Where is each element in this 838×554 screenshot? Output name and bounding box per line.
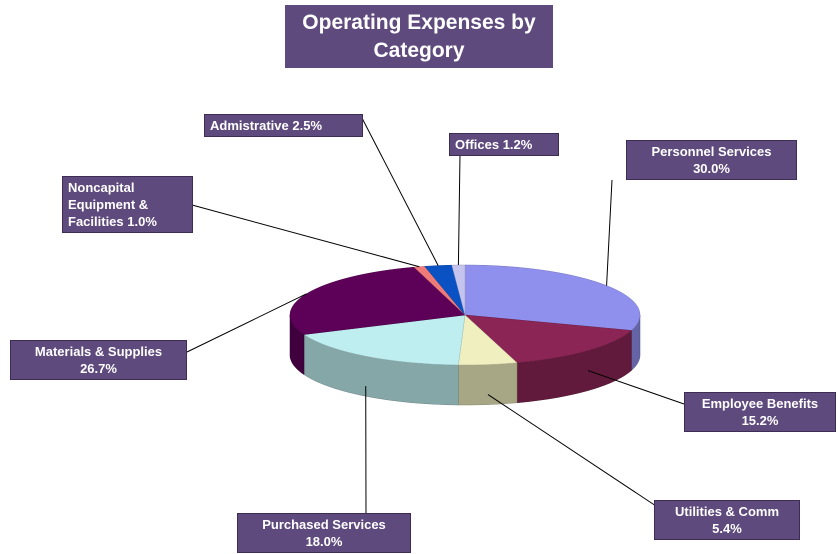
data-label: Offices 1.2% — [449, 133, 559, 156]
chart-subtitle: For Budget 2020 — [336, 67, 502, 90]
data-label: Personnel Services 30.0% — [626, 140, 797, 180]
leader-line — [457, 153, 461, 266]
slice — [303, 314, 466, 366]
category-label: Materials & Supplies — [34, 344, 163, 359]
leader-line — [587, 370, 685, 405]
category-label: Utilities & Comm — [674, 504, 779, 519]
slice — [464, 264, 641, 331]
data-label: Employee Benefits 15.2% — [684, 392, 836, 432]
value-label: 15.2% — [741, 413, 779, 428]
data-label: Admistrative 2.5% — [204, 114, 363, 137]
chart-title: Operating Expenses by Category — [302, 11, 536, 62]
category-label: Purchased Services — [262, 517, 386, 532]
value-label: 1.2% — [502, 137, 533, 152]
value-label: 30.0% — [693, 161, 730, 176]
data-label: Utilities & Comm 5.4% — [654, 500, 800, 540]
slice — [289, 266, 466, 335]
data-label: Purchased Services 18.0% — [237, 513, 411, 553]
category-label: Personnel Services — [651, 144, 772, 159]
leader-line — [606, 179, 613, 286]
slice-side — [458, 362, 518, 406]
title-box: Operating Expenses by Category For Budge… — [285, 5, 553, 90]
value-label: 18.0% — [305, 534, 343, 549]
category-label: Employee Benefits — [701, 396, 819, 411]
value-label: 2.5% — [292, 118, 323, 133]
category-label: Offices — [455, 137, 500, 152]
category-label: Noncapital Equipment & Facilities — [68, 180, 149, 229]
slice — [464, 314, 633, 364]
value-label: 26.7% — [80, 361, 117, 376]
leader-line — [186, 293, 307, 353]
leader-line — [361, 117, 439, 266]
category-label: Admistrative — [210, 118, 289, 133]
data-label: Noncapital Equipment & Facilities 1.0% — [62, 176, 193, 233]
value-label: 5.4% — [712, 521, 742, 536]
data-label: Materials & Supplies 26.7% — [10, 340, 187, 380]
leader-line — [191, 204, 420, 268]
leader-line — [487, 394, 657, 507]
value-label: 1.0% — [127, 214, 157, 229]
